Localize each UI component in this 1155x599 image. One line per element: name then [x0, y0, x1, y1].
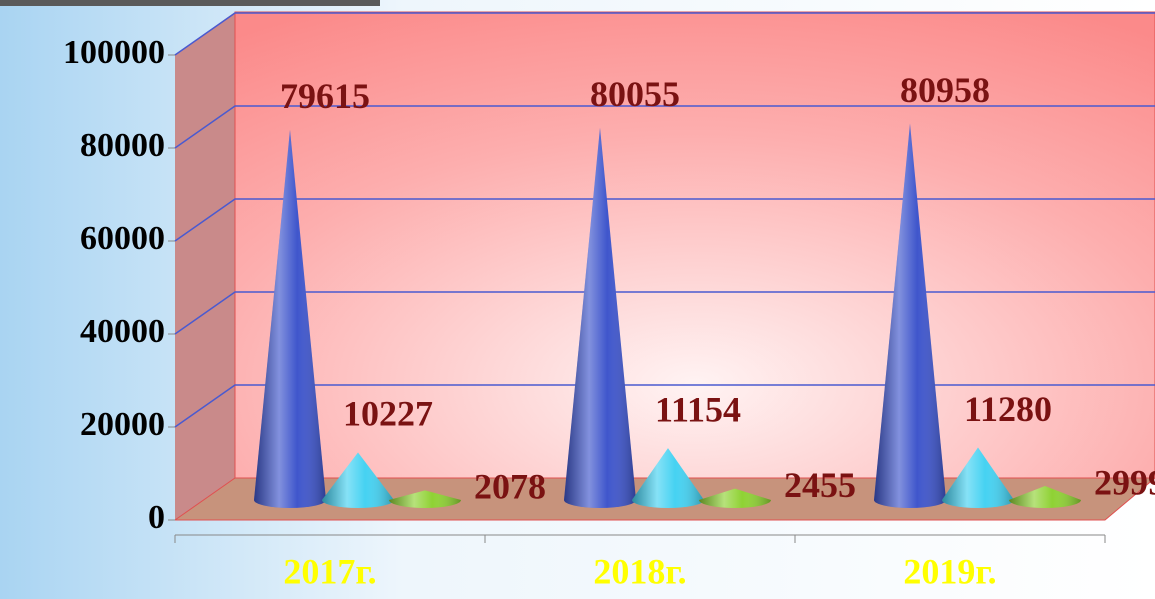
value-label: 2999 — [1094, 462, 1155, 502]
y-tick-label: 20000 — [80, 406, 165, 443]
value-label: 11280 — [964, 389, 1052, 429]
x-tick-label: 2017г. — [283, 551, 376, 591]
x-tick-label: 2019г. — [903, 551, 996, 591]
page: 79615 10227 2078 80055 11154 2455 80958 11280 29… — [0, 0, 1155, 599]
value-label: 80958 — [900, 70, 990, 110]
chart: 79615 10227 2078 80055 11154 2455 80958 11280 29… — [0, 0, 1155, 599]
y-tick-label: 80000 — [80, 127, 165, 164]
x-tick-label: 2018г. — [593, 551, 686, 591]
value-label: 80055 — [590, 74, 680, 114]
y-tick-label: 60000 — [80, 220, 165, 257]
side-wall — [175, 12, 235, 520]
image-fragment — [0, 0, 380, 6]
value-label: 10227 — [343, 394, 433, 434]
value-label: 11154 — [655, 389, 741, 429]
value-label: 79615 — [280, 76, 370, 116]
y-tick-label: 100000 — [63, 34, 165, 71]
y-tick-label: 40000 — [80, 313, 165, 350]
value-label: 2455 — [784, 465, 856, 505]
y-tick-label: 0 — [148, 499, 165, 536]
value-label: 2078 — [474, 467, 546, 507]
